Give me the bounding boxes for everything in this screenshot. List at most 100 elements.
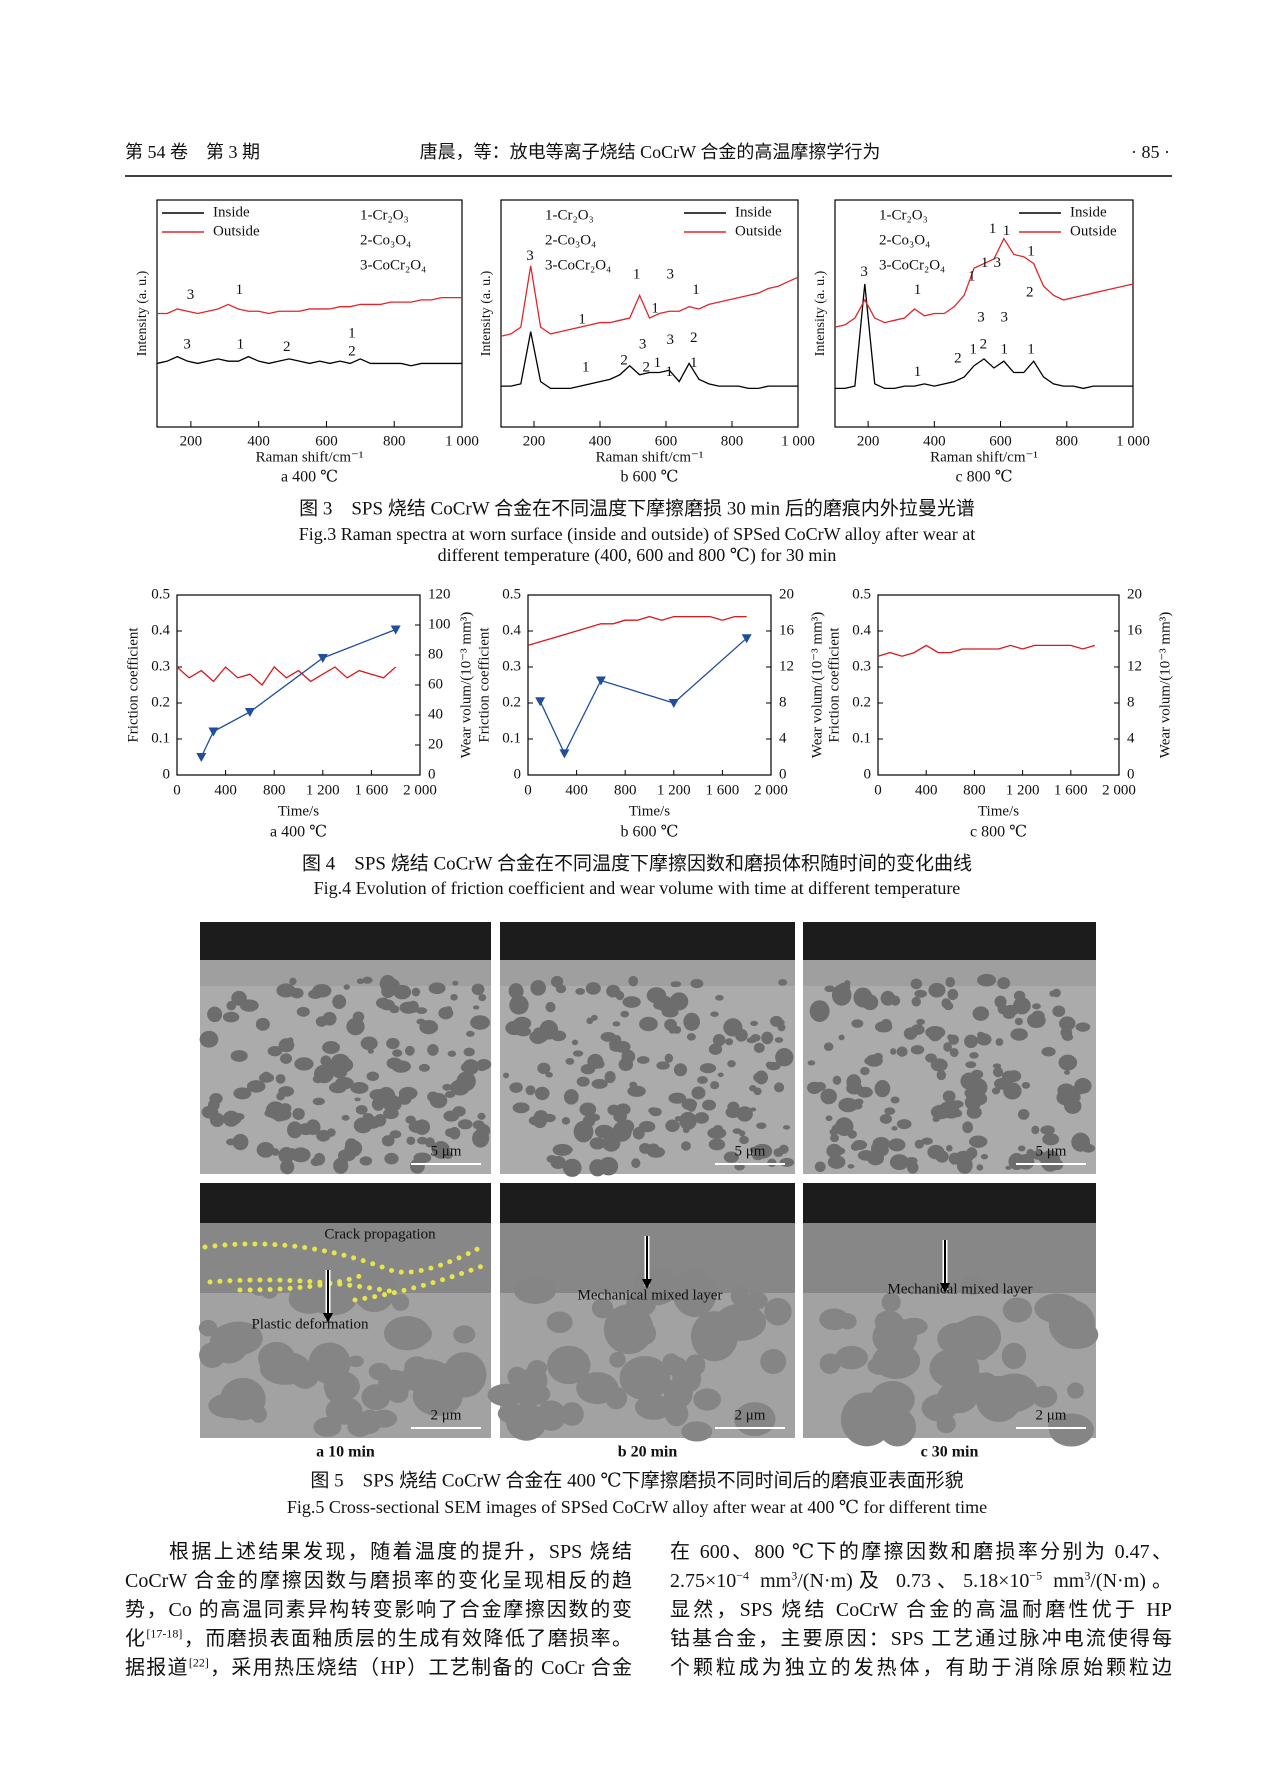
sem-grain <box>628 975 639 987</box>
sem-grain <box>732 1128 742 1134</box>
sem-grain <box>663 1378 693 1409</box>
sem-grain <box>647 1146 666 1158</box>
plot-frame <box>527 594 772 776</box>
sem-surface-layer <box>200 960 491 986</box>
crack-dots <box>352 1262 488 1303</box>
sem-grain <box>646 987 667 1004</box>
sem-grain <box>964 1344 987 1360</box>
text-run: 根据上述结果发现，随着温度的提升，SPS 烧结 <box>169 1541 632 1563</box>
wear-marker <box>196 753 207 762</box>
sem-grain <box>404 1356 430 1377</box>
sem-grain <box>884 1107 896 1115</box>
sem-grain <box>239 999 259 1012</box>
peak-label: 1 <box>969 341 977 357</box>
sem-grain <box>736 1106 753 1122</box>
peak-label: 2 <box>348 344 356 360</box>
x-axis-label: Time/s <box>629 803 670 819</box>
y2-tick-label: 40 <box>428 706 443 722</box>
x-axis-label: Time/s <box>278 803 319 819</box>
sem-grain <box>463 1047 475 1057</box>
sem-grain <box>976 1164 984 1171</box>
sem-grain <box>415 1007 428 1015</box>
sem-grain <box>665 1119 680 1132</box>
text-run: 个颗粒成为独立的发热体，有助于消除原始颗粒边 <box>670 1657 1172 1679</box>
y-axis-label: Friction coefficient <box>826 627 842 743</box>
sem-grain <box>1064 1098 1082 1114</box>
sem-grain <box>325 1396 363 1425</box>
text-run: 化 <box>125 1628 147 1650</box>
sem-grain <box>497 1403 526 1424</box>
sem-grain <box>690 1311 738 1362</box>
sem-grain <box>520 1366 548 1395</box>
peak-label: 3 <box>639 337 647 353</box>
sem-grain <box>392 1049 403 1057</box>
sem-grain <box>969 1052 979 1059</box>
sem-grain <box>343 984 350 990</box>
plot-frame <box>877 594 1120 776</box>
sem-grain <box>1032 1003 1041 1010</box>
superscript: [17-18] <box>146 1626 183 1641</box>
sem-grain <box>809 1000 830 1022</box>
sem-grain <box>767 1158 777 1167</box>
sem-grain <box>710 1081 720 1090</box>
sem-grain <box>774 1082 785 1093</box>
sem-grain <box>838 982 851 992</box>
peak-label: 1 <box>914 364 922 380</box>
sem-grain <box>752 1143 773 1159</box>
text-run: ，采用热压烧结（HP）工艺制备的 CoCr 合金 <box>208 1657 633 1679</box>
sem-grain <box>322 1041 340 1055</box>
legend-label: Inside <box>735 204 772 220</box>
sem-grain <box>867 1357 891 1375</box>
sem-grain <box>509 1082 523 1093</box>
sem-grain <box>545 1072 553 1078</box>
peak-label: 3 <box>526 248 534 264</box>
peak-label: 3 <box>667 266 675 282</box>
peak-label: 2 <box>690 330 698 346</box>
sem-grain <box>881 1292 901 1312</box>
sem-grain <box>1060 1026 1073 1039</box>
x-tick-label: 2 000 <box>754 782 788 798</box>
sem-grain <box>874 1080 891 1098</box>
sem-grain <box>835 1345 868 1370</box>
sem-grain <box>271 1148 280 1156</box>
x-tick-label: 200 <box>523 433 546 449</box>
peak-label: 1 <box>236 282 244 298</box>
scale-bar-label: 5 μm <box>1036 1143 1067 1159</box>
text-run: 钴基合金，主要原因：SPS 工艺通过脉冲电流使得每 <box>670 1628 1172 1650</box>
sem-grain <box>374 1113 387 1127</box>
fig4-caption-en: Fig.4 Evolution of friction coefficient … <box>314 878 961 898</box>
sem-grain <box>452 980 459 986</box>
sem-grain <box>565 1058 575 1065</box>
sem-grain <box>708 1043 723 1055</box>
sem-grain <box>416 1136 428 1145</box>
sem-grain <box>366 1071 380 1082</box>
sem-grain <box>258 1341 295 1375</box>
x-tick-label: 1 600 <box>706 782 740 798</box>
sem-grain <box>1017 1154 1035 1170</box>
text-run: 在 600、800 ℃下的摩擦因数和磨损率分别为 0.47、 <box>670 1541 1172 1563</box>
sem-grain <box>890 1096 900 1104</box>
peak-label: 1 <box>981 255 989 271</box>
sem-grain <box>312 1075 324 1084</box>
sem-grain <box>1031 1125 1040 1135</box>
sem-grain <box>199 1030 219 1048</box>
sem-grain <box>972 1006 990 1021</box>
sem-top-band <box>803 1183 1096 1223</box>
sem-grain <box>393 984 412 1000</box>
sem-grain <box>329 1081 347 1094</box>
sem-grain <box>896 1046 908 1057</box>
sem-grain <box>977 1031 985 1038</box>
sem-grain <box>664 1053 674 1063</box>
sem-grain <box>457 1119 473 1130</box>
sem-grain <box>589 1137 605 1150</box>
sem-image: 2 μm Mechanical mixed layer <box>803 1183 1099 1447</box>
y-tick-label: 0.1 <box>852 730 871 746</box>
sem-grain <box>702 1099 717 1111</box>
wear-marker <box>595 676 606 686</box>
sem-grain <box>226 1000 237 1011</box>
peak-label: 3 <box>667 332 675 348</box>
sem-grain <box>673 1063 688 1077</box>
sem-grain <box>230 1050 248 1062</box>
sem-grain <box>427 1043 439 1056</box>
